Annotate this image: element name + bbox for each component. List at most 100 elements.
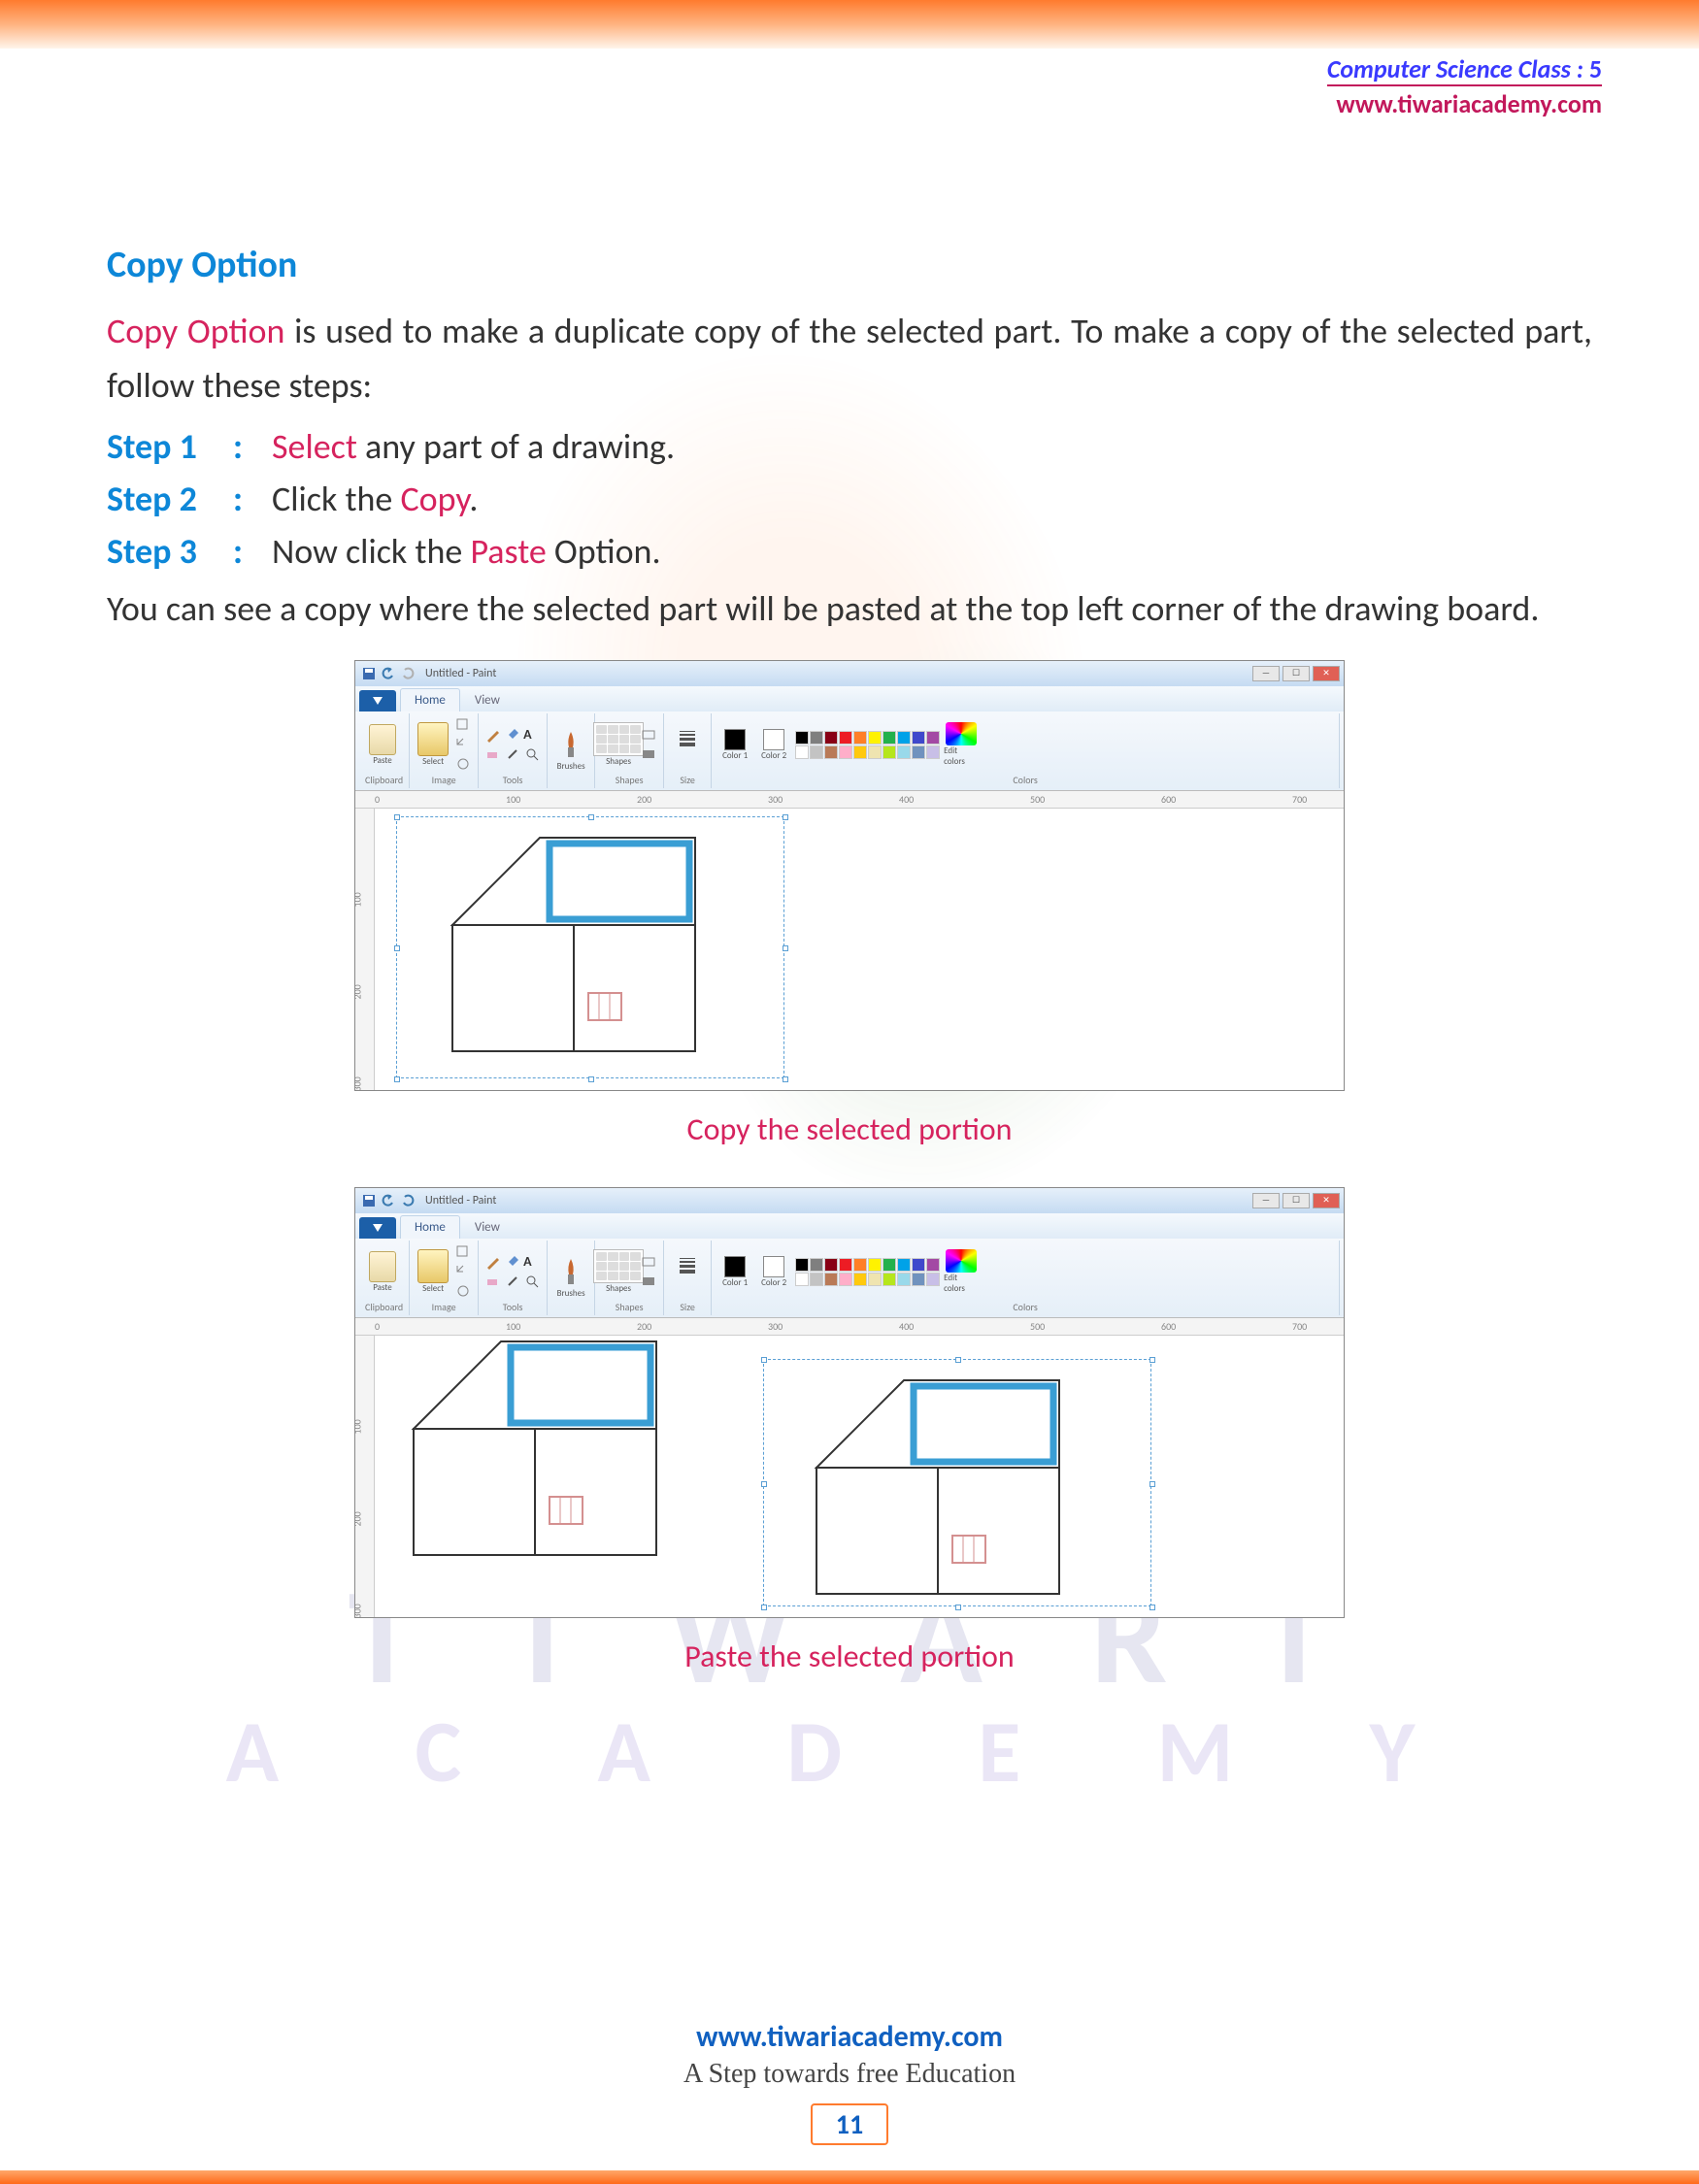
- color2-button[interactable]: Color 2: [756, 722, 791, 767]
- close-button[interactable]: ✕: [1313, 666, 1340, 681]
- palette-color[interactable]: [795, 1258, 809, 1272]
- palette-color[interactable]: [912, 1258, 925, 1272]
- palette-color[interactable]: [883, 745, 896, 759]
- paste-button[interactable]: Paste: [365, 722, 400, 767]
- outline-icon[interactable]: [641, 727, 656, 743]
- selection-handle[interactable]: [783, 945, 788, 951]
- palette-color[interactable]: [795, 745, 809, 759]
- crop-icon[interactable]: [455, 1244, 471, 1260]
- selection-handle[interactable]: [394, 945, 400, 951]
- tab-view[interactable]: View: [460, 1215, 515, 1239]
- edit-colors-button[interactable]: Edit colors: [944, 722, 979, 767]
- selection-handle[interactable]: [1149, 1481, 1155, 1487]
- pencil-icon[interactable]: [485, 1254, 501, 1270]
- palette-color[interactable]: [824, 1258, 838, 1272]
- size-button[interactable]: [670, 1249, 705, 1294]
- color2-button[interactable]: Color 2: [756, 1249, 791, 1294]
- palette-color[interactable]: [926, 1258, 940, 1272]
- palette-color[interactable]: [853, 1273, 867, 1286]
- palette-color[interactable]: [897, 731, 911, 745]
- selection-handle[interactable]: [761, 1605, 767, 1610]
- palette-color[interactable]: [824, 745, 838, 759]
- edit-colors-button[interactable]: Edit colors: [944, 1249, 979, 1294]
- minimize-button[interactable]: —: [1252, 1193, 1280, 1208]
- palette-color[interactable]: [810, 1273, 823, 1286]
- selection-handle[interactable]: [783, 814, 788, 820]
- palette-color[interactable]: [926, 731, 940, 745]
- palette-color[interactable]: [853, 1258, 867, 1272]
- shapes-button[interactable]: Shapes: [601, 1249, 636, 1294]
- tab-home[interactable]: Home: [400, 688, 460, 711]
- brushes-button[interactable]: Brushes: [553, 729, 588, 774]
- selection-handle[interactable]: [761, 1357, 767, 1363]
- selection-handle[interactable]: [955, 1605, 961, 1610]
- selection-handle[interactable]: [588, 814, 594, 820]
- palette-color[interactable]: [897, 1273, 911, 1286]
- palette-color[interactable]: [839, 731, 852, 745]
- palette-color[interactable]: [868, 731, 882, 745]
- palette-color[interactable]: [868, 745, 882, 759]
- select-button[interactable]: Select: [416, 1249, 450, 1294]
- palette-color[interactable]: [810, 1258, 823, 1272]
- eraser-icon[interactable]: [485, 1274, 501, 1289]
- file-menu-button[interactable]: [359, 690, 396, 711]
- selection-handle[interactable]: [955, 1357, 961, 1363]
- paint-canvas-2[interactable]: [375, 1336, 1344, 1617]
- rotate-icon[interactable]: [455, 756, 471, 772]
- selection-handle[interactable]: [588, 1076, 594, 1082]
- palette-color[interactable]: [883, 1258, 896, 1272]
- color1-button[interactable]: Color 1: [717, 1249, 752, 1294]
- palette-color[interactable]: [868, 1258, 882, 1272]
- palette-color[interactable]: [897, 745, 911, 759]
- palette-color[interactable]: [810, 745, 823, 759]
- palette-color[interactable]: [839, 745, 852, 759]
- picker-icon[interactable]: [505, 746, 520, 762]
- palette-color[interactable]: [839, 1258, 852, 1272]
- size-button[interactable]: [670, 722, 705, 767]
- palette-color[interactable]: [912, 1273, 925, 1286]
- crop-icon[interactable]: [455, 717, 471, 733]
- selection-handle[interactable]: [1149, 1357, 1155, 1363]
- selection-handle[interactable]: [394, 814, 400, 820]
- magnifier-icon[interactable]: [524, 746, 540, 762]
- fill-icon[interactable]: [505, 727, 520, 743]
- palette-color[interactable]: [839, 1273, 852, 1286]
- paste-button[interactable]: Paste: [365, 1249, 400, 1294]
- palette-color[interactable]: [824, 731, 838, 745]
- palette-color[interactable]: [868, 1273, 882, 1286]
- resize-icon[interactable]: [455, 737, 471, 752]
- shapes-button[interactable]: Shapes: [601, 722, 636, 767]
- selection-rectangle[interactable]: [396, 816, 784, 1078]
- palette-color[interactable]: [795, 731, 809, 745]
- selection-handle[interactable]: [1149, 1605, 1155, 1610]
- selection-rectangle[interactable]: [763, 1359, 1151, 1606]
- picker-icon[interactable]: [505, 1274, 520, 1289]
- resize-icon[interactable]: [455, 1264, 471, 1279]
- pencil-icon[interactable]: [485, 727, 501, 743]
- rotate-icon[interactable]: [455, 1283, 471, 1299]
- palette-color[interactable]: [912, 745, 925, 759]
- file-menu-button[interactable]: [359, 1217, 396, 1239]
- maximize-button[interactable]: ☐: [1283, 1193, 1310, 1208]
- text-icon[interactable]: A: [523, 1253, 541, 1271]
- palette-color[interactable]: [824, 1273, 838, 1286]
- selection-handle[interactable]: [761, 1481, 767, 1487]
- brushes-button[interactable]: Brushes: [553, 1256, 588, 1301]
- fill-icon[interactable]: [505, 1254, 520, 1270]
- palette-color[interactable]: [853, 745, 867, 759]
- select-button[interactable]: Select: [416, 722, 450, 767]
- fill-shape-icon[interactable]: [641, 746, 656, 762]
- palette-color[interactable]: [897, 1258, 911, 1272]
- palette-color[interactable]: [883, 1273, 896, 1286]
- tab-home[interactable]: Home: [400, 1215, 460, 1239]
- color1-button[interactable]: Color 1: [717, 722, 752, 767]
- magnifier-icon[interactable]: [524, 1274, 540, 1289]
- palette-color[interactable]: [853, 731, 867, 745]
- text-icon[interactable]: A: [523, 726, 541, 744]
- minimize-button[interactable]: —: [1252, 666, 1280, 681]
- close-button[interactable]: ✕: [1313, 1193, 1340, 1208]
- palette-color[interactable]: [912, 731, 925, 745]
- palette-color[interactable]: [883, 731, 896, 745]
- palette-color[interactable]: [926, 745, 940, 759]
- fill-shape-icon[interactable]: [641, 1274, 656, 1289]
